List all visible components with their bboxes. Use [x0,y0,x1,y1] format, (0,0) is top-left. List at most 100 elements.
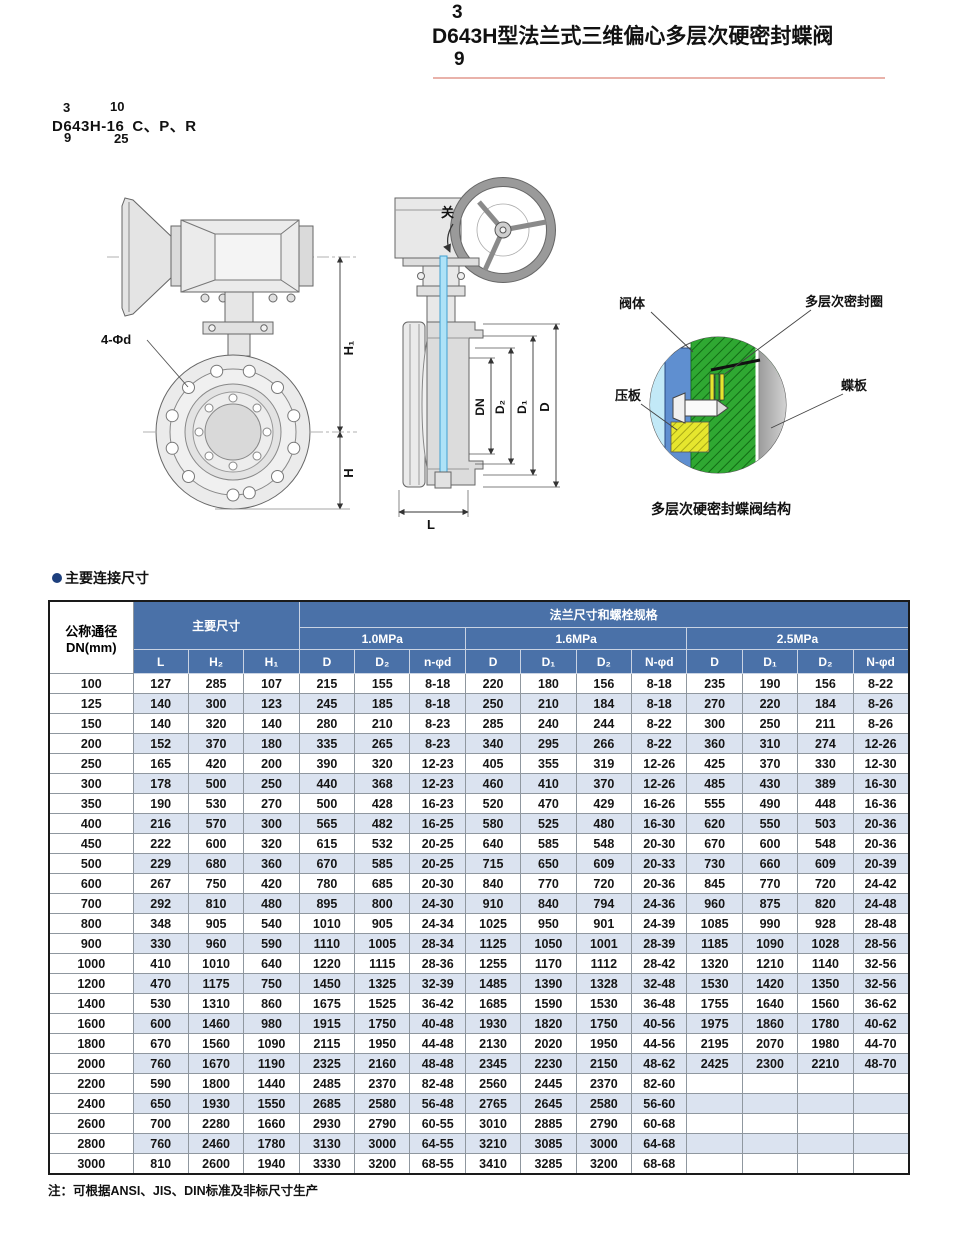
value-cell: 470 [520,793,577,814]
value-cell: 1255 [464,953,522,974]
value-cell: 1685 [464,993,522,1014]
subheader-D-25: D [686,649,743,674]
value-cell: 220 [741,693,799,714]
value-cell: 820 [797,893,854,914]
value-cell: 715 [464,853,522,874]
header-dn-line1: 公称通径 [65,623,118,639]
subheader-D2-25: D₂ [797,649,854,674]
value-cell: 1025 [464,913,522,934]
dn-cell: 800 [48,913,134,934]
value-cell [852,1153,910,1175]
table-row: 2800 760 2460 1780 3130 3000 64-55 3210 3085 3000… [48,1133,910,1154]
table-row: 2400 650 1930 1550 2685 2580 56-48 2765 2645 2580… [48,1093,910,1114]
value-cell: 12-26 [631,773,688,794]
value-cell: 980 [243,1013,300,1034]
value-cell: 760 [132,1133,189,1154]
dn-cell: 2400 [48,1093,134,1114]
value-cell: 1010 [298,913,356,934]
value-cell: 2300 [741,1053,799,1074]
table-row: 300 178 500 250 440 368 12-23 460 410 370 12-26 485… [48,773,910,794]
value-cell: 2130 [464,1033,522,1054]
section-title: 主要连接尺寸 [65,570,149,586]
value-cell: 12-23 [409,753,466,774]
value-cell: 910 [464,893,522,914]
value-cell: 1675 [298,993,356,1014]
value-cell: 28-56 [852,933,910,954]
value-cell: 8-26 [852,713,910,734]
value-cell: 1915 [298,1013,356,1034]
close-direction-arrow [443,223,454,253]
value-cell: 64-55 [409,1133,466,1154]
value-cell: 8-26 [852,693,910,714]
value-cell: 1950 [354,1033,411,1054]
value-cell: 355 [520,753,577,774]
value-cell: 3285 [520,1153,577,1175]
value-cell: 960 [187,933,245,954]
value-cell: 410 [520,773,577,794]
value-cell: 8-18 [409,693,466,714]
value-cell: 405 [464,753,522,774]
value-cell: 1350 [797,973,854,994]
value-cell: 16-26 [631,793,688,814]
value-cell: 250 [741,713,799,734]
value-cell: 1450 [298,973,356,994]
subheader-D-10: D [298,649,356,674]
seal-detail-drawing: 阀体 多层次密封圈 压板 蝶板 多层次硬密封蝶阀结构 [615,294,883,517]
value-cell: 1485 [464,973,522,994]
value-cell: 670 [132,1033,189,1054]
seal-ring-label: 多层次密封圈 [805,294,883,309]
value-cell: 44-56 [631,1033,688,1054]
value-cell: 685 [354,873,411,894]
value-cell: 660 [741,853,799,874]
detail-contents [650,337,786,473]
value-cell: 570 [187,813,245,834]
value-cell: 200 [243,753,300,774]
value-cell: 8-22 [631,733,688,754]
dn-cell: 250 [48,753,134,774]
value-cell: 1975 [686,1013,743,1034]
dn-cell: 400 [48,813,134,834]
value-cell: 2325 [298,1053,356,1074]
subheader-H2: H₂ [187,649,245,674]
value-cell: 615 [298,833,356,854]
value-cell: 500 [187,773,245,794]
value-cell: 770 [741,873,799,894]
value-cell [797,1133,854,1154]
value-cell [741,1133,799,1154]
value-cell [686,1073,743,1094]
value-cell: 1930 [464,1013,522,1034]
header-pressure-1.6: 1.6MPa [464,627,688,650]
table-row: 250 165 420 200 390 320 12-23 405 355 319 12-26 425… [48,753,910,774]
value-cell: 2150 [575,1053,633,1074]
model-main-code: D643H-16 C、P、R [52,118,197,135]
leader-pressure-plate [640,403,678,431]
table-row: 1800 670 1560 1090 2115 1950 44-48 2130 2020 1950… [48,1033,910,1054]
value-cell: 2345 [464,1053,522,1074]
dn-cell: 1000 [48,953,134,974]
value-cell: 32-56 [852,973,910,994]
value-cell: 8-18 [409,673,466,694]
value-cell: 1590 [520,993,577,1014]
subheader-nphid-16: N-φd [631,649,688,674]
header-pressure-2.5: 2.5MPa [686,627,910,650]
dn-cell: 1800 [48,1033,134,1054]
value-cell: 548 [797,833,854,854]
value-cell: 928 [797,913,854,934]
value-cell: 1090 [741,933,799,954]
value-cell [686,1113,743,1134]
table-row: 400 216 570 300 565 482 16-25 580 525 480 16-30 620… [48,813,910,834]
subheader-D2-10: D₂ [354,649,411,674]
value-cell: 3330 [298,1153,356,1175]
header-pressure-1.0: 1.0MPa [298,627,466,650]
value-cell: 520 [464,793,522,814]
value-cell: 3200 [354,1153,411,1175]
value-cell: 300 [686,713,743,734]
dn-cell: 2600 [48,1113,134,1134]
value-cell: 320 [354,753,411,774]
value-cell: 590 [243,933,300,954]
value-cell: 60-68 [631,1113,688,1134]
value-cell: 1328 [575,973,633,994]
value-cell: 240 [520,713,577,734]
value-cell: 860 [243,993,300,1014]
dn-cell: 1600 [48,1013,134,1034]
